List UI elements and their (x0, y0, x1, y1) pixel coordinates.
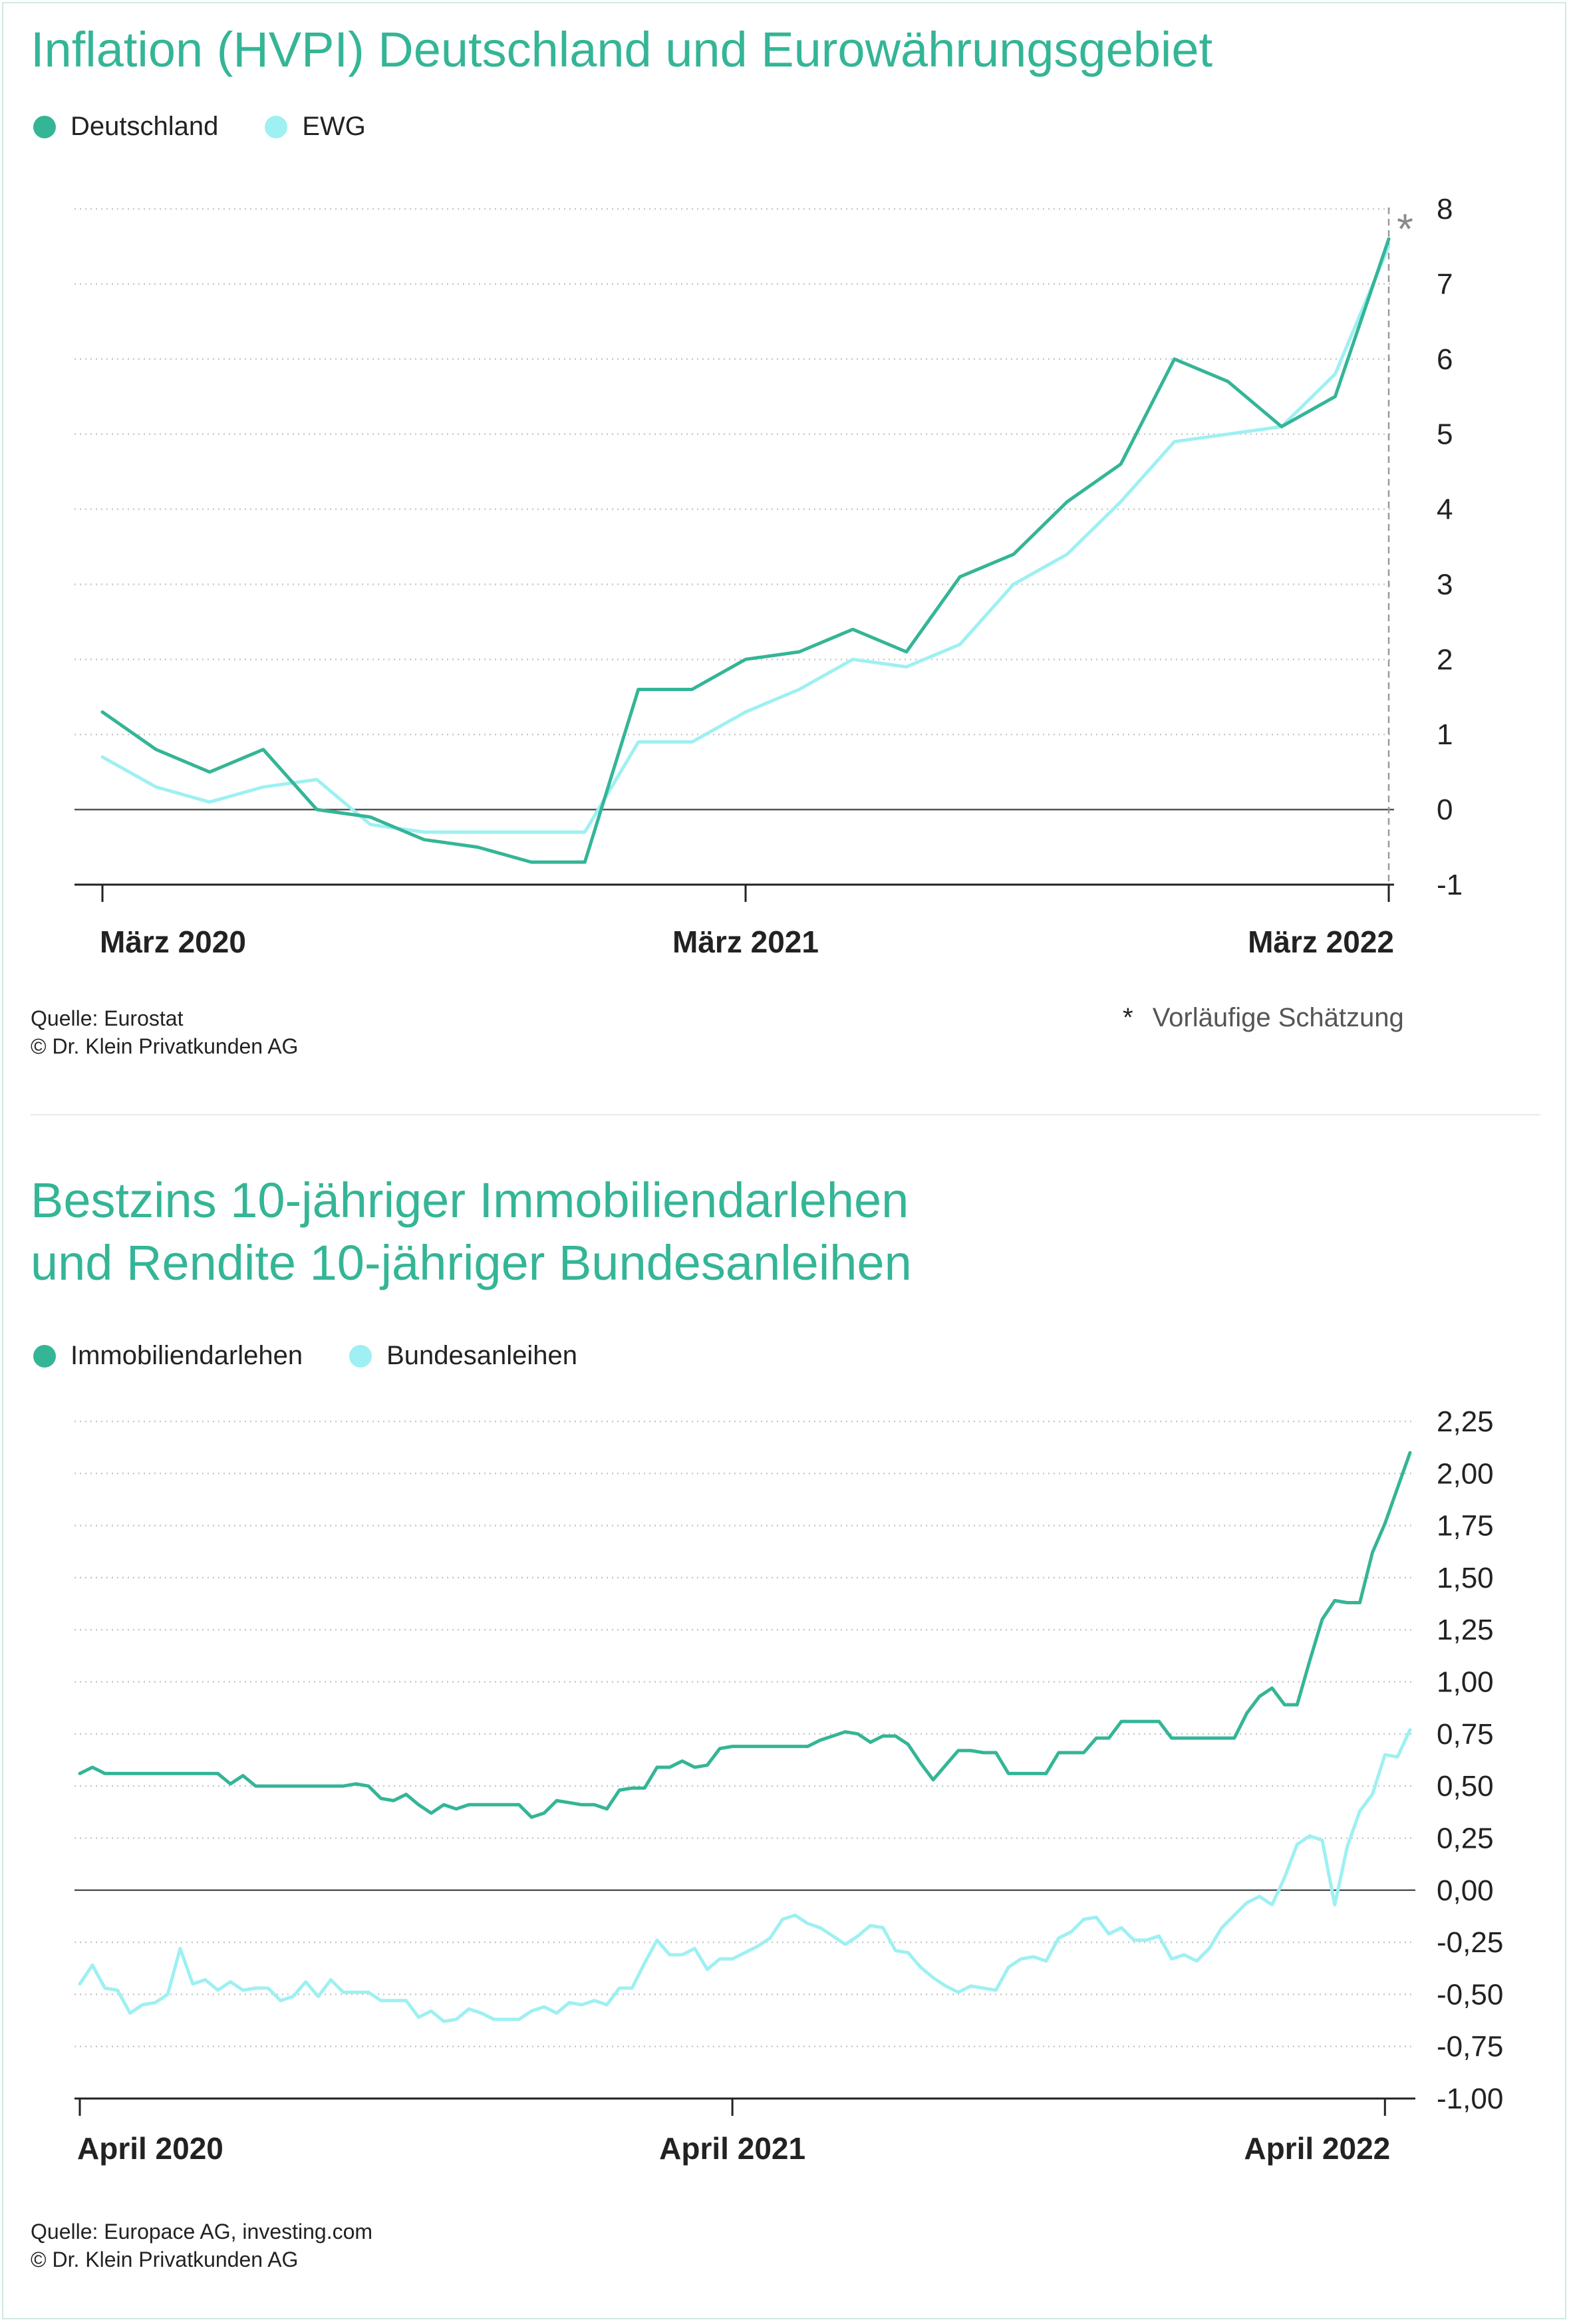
y-tick-label: 6 (1437, 343, 1453, 376)
legend-swatch-ewg (265, 115, 288, 138)
y-tick-label: 2,25 (1437, 1405, 1494, 1438)
source-rates: Quelle: Europace AG, investing.com © Dr.… (31, 2218, 372, 2273)
chart-title-inflation: Inflation (HVPI) Deutschland und Eurowäh… (31, 22, 1213, 77)
y-tick-label: -0,50 (1437, 1978, 1503, 2011)
series-line-bundesanleihen (78, 1728, 1412, 2023)
y-tick-label: 4 (1437, 494, 1453, 526)
y-tick-label: -1 (1437, 869, 1463, 901)
y-tick-label: 0,00 (1437, 1874, 1494, 1907)
x-tick-label: März 2022 (1248, 925, 1394, 959)
legend-swatch-immobiliendarlehen (33, 1344, 56, 1368)
x-tick-label: März 2021 (672, 925, 819, 959)
x-tick-label: März 2020 (100, 925, 246, 959)
legend-label-bundesanleihen: Bundesanleihen (386, 1341, 578, 1370)
legend-swatch-deutschland (33, 115, 56, 138)
legend-rates: Immobiliendarlehen Bundesanleihen (33, 1341, 624, 1371)
legend-label-deutschland: Deutschland (71, 112, 219, 141)
inflation-line-chart: -1 0 1 2 3 4 5 6 7 8 März 2020 März 2021 März 2022 * (74, 193, 1463, 959)
y-tick-label: 1,25 (1437, 1614, 1494, 1646)
legend-label-ewg: EWG (302, 112, 366, 141)
x-tick-label: April 2021 (659, 2131, 805, 2166)
x-tick-label: April 2020 (77, 2131, 223, 2166)
legend-item-bundesanleihen: Bundesanleihen (349, 1341, 577, 1371)
source-line: Quelle: Europace AG, investing.com (31, 2220, 373, 2244)
y-tick-label: 0,75 (1437, 1718, 1494, 1751)
y-tick-label: 2 (1437, 643, 1453, 676)
section-divider (31, 1114, 1540, 1115)
source-line: Quelle: Eurostat (31, 1006, 184, 1030)
estimate-note-text: Vorläufige Schätzung (1152, 1003, 1404, 1032)
source-inflation: Quelle: Eurostat © Dr. Klein Privatkunde… (31, 1004, 298, 1060)
series-line-deutschland (100, 237, 1391, 864)
legend-label-immobiliendarlehen: Immobiliendarlehen (71, 1341, 303, 1370)
series-line-immobiliendarlehen (78, 1451, 1412, 1819)
copyright-line: © Dr. Klein Privatkunden AG (31, 2248, 299, 2271)
y-tick-label: 1,50 (1437, 1562, 1494, 1594)
x-tick-label: April 2022 (1244, 2131, 1390, 2166)
y-tick-label: -1,00 (1437, 2083, 1503, 2115)
legend-item-deutschland: Deutschland (33, 112, 218, 142)
y-tick-label: 0,50 (1437, 1770, 1494, 1803)
y-tick-label: 5 (1437, 418, 1453, 451)
y-tick-label: 1 (1437, 718, 1453, 751)
series-line-ewg (100, 244, 1391, 834)
estimate-note-star: * (1123, 1003, 1133, 1032)
y-tick-label: 0,25 (1437, 1822, 1494, 1854)
y-tick-label: 1,00 (1437, 1666, 1494, 1699)
y-tick-label: 7 (1437, 268, 1453, 301)
y-tick-label: -0,25 (1437, 1926, 1503, 1959)
y-tick-label: 2,00 (1437, 1457, 1494, 1490)
y-tick-label: 1,75 (1437, 1510, 1494, 1542)
chart-title-rates-line1: Bestzins 10-jähriger Immobiliendarlehen (31, 1173, 909, 1228)
estimate-marker-star: * (1397, 205, 1413, 253)
y-tick-label: 3 (1437, 568, 1453, 601)
estimate-note: * Vorläufige Schätzung (1123, 1003, 1404, 1033)
legend-inflation: Deutschland EWG (33, 112, 412, 142)
y-tick-label: 0 (1437, 794, 1453, 826)
y-tick-label: 8 (1437, 193, 1453, 225)
copyright-line: © Dr. Klein Privatkunden AG (31, 1034, 299, 1058)
legend-item-immobiliendarlehen: Immobiliendarlehen (33, 1341, 303, 1371)
legend-item-ewg: EWG (265, 112, 366, 142)
y-tick-label: -0,75 (1437, 2031, 1503, 2063)
legend-swatch-bundesanleihen (349, 1344, 372, 1368)
chart-title-rates-line2: und Rendite 10-jähriger Bundesanleihen (31, 1235, 912, 1290)
